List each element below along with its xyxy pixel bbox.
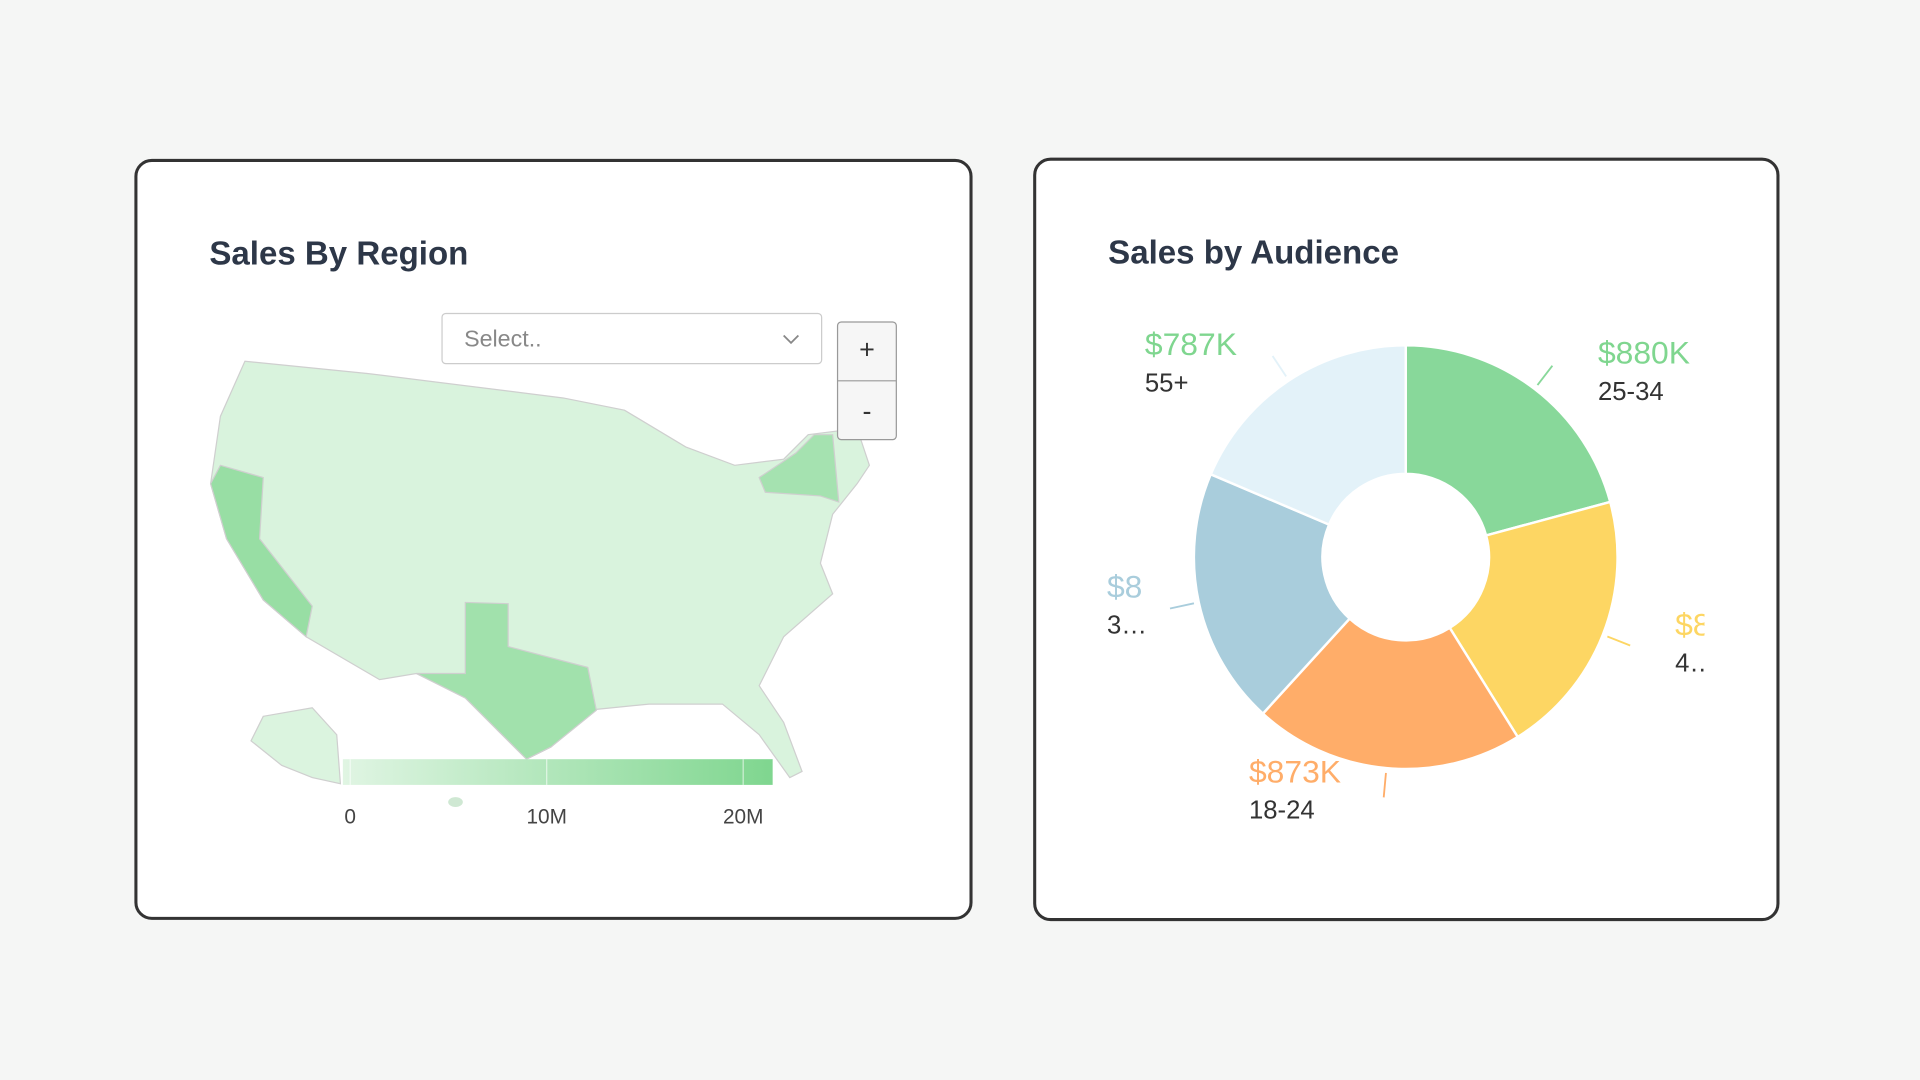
slice (1209, 344, 1407, 527)
card-title: Sales By Region (209, 236, 468, 273)
card-title: Sales by Audience (1108, 234, 1399, 271)
category-label: 4… (1675, 650, 1715, 678)
category-label: 25-34 (1598, 378, 1664, 406)
data-label: $787K (1145, 326, 1237, 362)
data-label: $8 (1675, 606, 1710, 642)
leader-line (1607, 635, 1631, 647)
color-bar (342, 759, 773, 785)
slice (1448, 500, 1619, 739)
select-placeholder: Select.. (464, 326, 542, 352)
map: 0 10M 20M (209, 360, 871, 828)
slice (1404, 344, 1612, 537)
category-label: 55+ (1145, 369, 1189, 397)
content: Sales By Region Sales by Audience 0 10M 20… (134, 157, 1780, 922)
data-label: $873K (1249, 753, 1341, 789)
region (758, 434, 840, 503)
island (448, 797, 463, 807)
data-label: $880K (1598, 335, 1690, 371)
tick-label: 0 (344, 805, 356, 828)
leader-line (1536, 365, 1554, 386)
slice (1261, 616, 1520, 771)
slice (1192, 472, 1352, 716)
dropdown-arrow (783, 334, 800, 345)
donut: $880K 25-34 $8 4… $873K 18-24 $8 3… $787K 55+ (1107, 326, 1715, 825)
region (250, 707, 342, 785)
tick-label: 10M (526, 805, 566, 828)
tick-label: 20M (723, 805, 763, 828)
region (416, 601, 597, 760)
data-label: $8 (1107, 568, 1142, 604)
select-box[interactable] (441, 312, 823, 365)
category-label: 3… (1107, 612, 1147, 640)
region (209, 360, 871, 779)
region (209, 464, 313, 638)
card (1033, 157, 1780, 922)
leader-line (1169, 602, 1195, 610)
zoom-in[interactable]: + (859, 335, 875, 365)
category-label: 18-24 (1249, 797, 1315, 825)
leader-line (1271, 355, 1287, 377)
leader-line (1382, 772, 1387, 798)
zoom-out[interactable]: - (862, 396, 871, 426)
